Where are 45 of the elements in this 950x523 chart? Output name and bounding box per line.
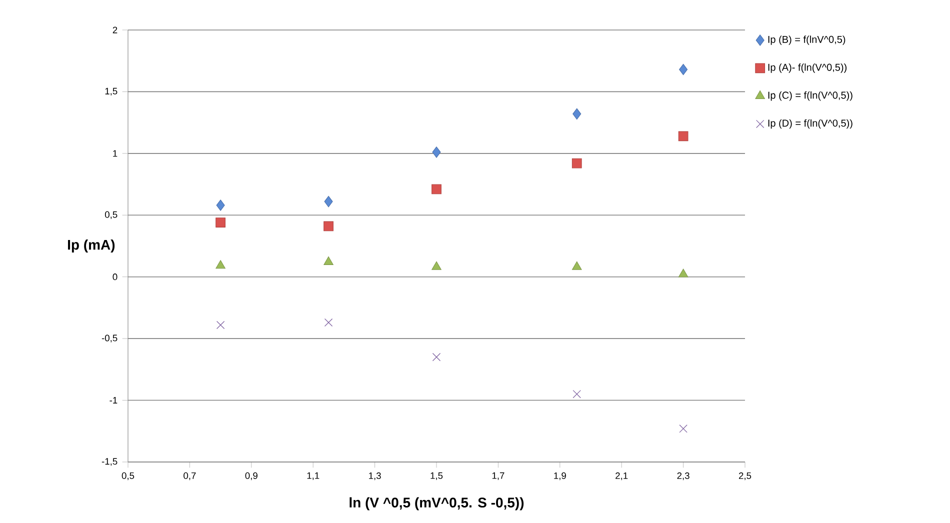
x-tick-label: 2,3 bbox=[677, 472, 690, 480]
point bbox=[678, 268, 688, 278]
point bbox=[679, 424, 688, 433]
y-tick-label: 2 bbox=[112, 26, 118, 34]
y-axis-title: Ip (mA) bbox=[68, 239, 115, 253]
point bbox=[216, 320, 225, 330]
point bbox=[216, 260, 226, 269]
x-tick-label: 0,7 bbox=[184, 472, 196, 480]
point bbox=[324, 256, 334, 265]
legend-label: Ip (C) = f(ln(V^0,5)) bbox=[768, 91, 852, 101]
x-tick-label: 1,9 bbox=[554, 472, 566, 480]
y-tick-label: -1 bbox=[110, 397, 118, 404]
point bbox=[432, 184, 442, 194]
y-tick-label: -0,5 bbox=[102, 334, 118, 342]
x-tick-label: 0,9 bbox=[245, 472, 258, 480]
point bbox=[572, 108, 582, 120]
point bbox=[432, 352, 441, 362]
x-axis-title: ln (V ^0,5 (mV^0,5. S -0,5)) bbox=[350, 497, 524, 510]
x-tick-label: 1,5 bbox=[430, 472, 443, 480]
x-tick-label: 0,5 bbox=[122, 472, 134, 480]
y-tick-label: 0,5 bbox=[104, 211, 118, 219]
point bbox=[572, 390, 581, 398]
x-tick-label: 1,3 bbox=[369, 472, 381, 480]
x-tick-label: 1,1 bbox=[307, 472, 320, 480]
legend-label: Ip (A)- f(ln(V^0,5)) bbox=[768, 64, 847, 73]
x-tick-label: 2,5 bbox=[738, 472, 752, 480]
point bbox=[432, 261, 442, 270]
x-tick-label: 1,7 bbox=[492, 472, 504, 480]
x-tick-label: 2,1 bbox=[616, 472, 628, 480]
legend-label: Ip (B) = f(lnV^0,5) bbox=[768, 36, 846, 45]
point bbox=[216, 218, 226, 228]
point bbox=[324, 221, 334, 232]
point bbox=[572, 158, 582, 168]
point bbox=[324, 318, 333, 327]
legend-label: Ip (D) = f(ln(V^0,5)) bbox=[768, 119, 852, 129]
y-tick-label: 0 bbox=[112, 274, 118, 280]
point bbox=[324, 196, 333, 208]
y-tick-label: 1 bbox=[113, 150, 118, 157]
point bbox=[679, 64, 688, 76]
y-tick-label: 1,5 bbox=[105, 88, 118, 96]
point bbox=[216, 200, 225, 211]
point bbox=[432, 146, 441, 158]
point bbox=[678, 131, 688, 142]
point bbox=[572, 261, 582, 270]
y-tick-label: -1,5 bbox=[102, 458, 118, 466]
